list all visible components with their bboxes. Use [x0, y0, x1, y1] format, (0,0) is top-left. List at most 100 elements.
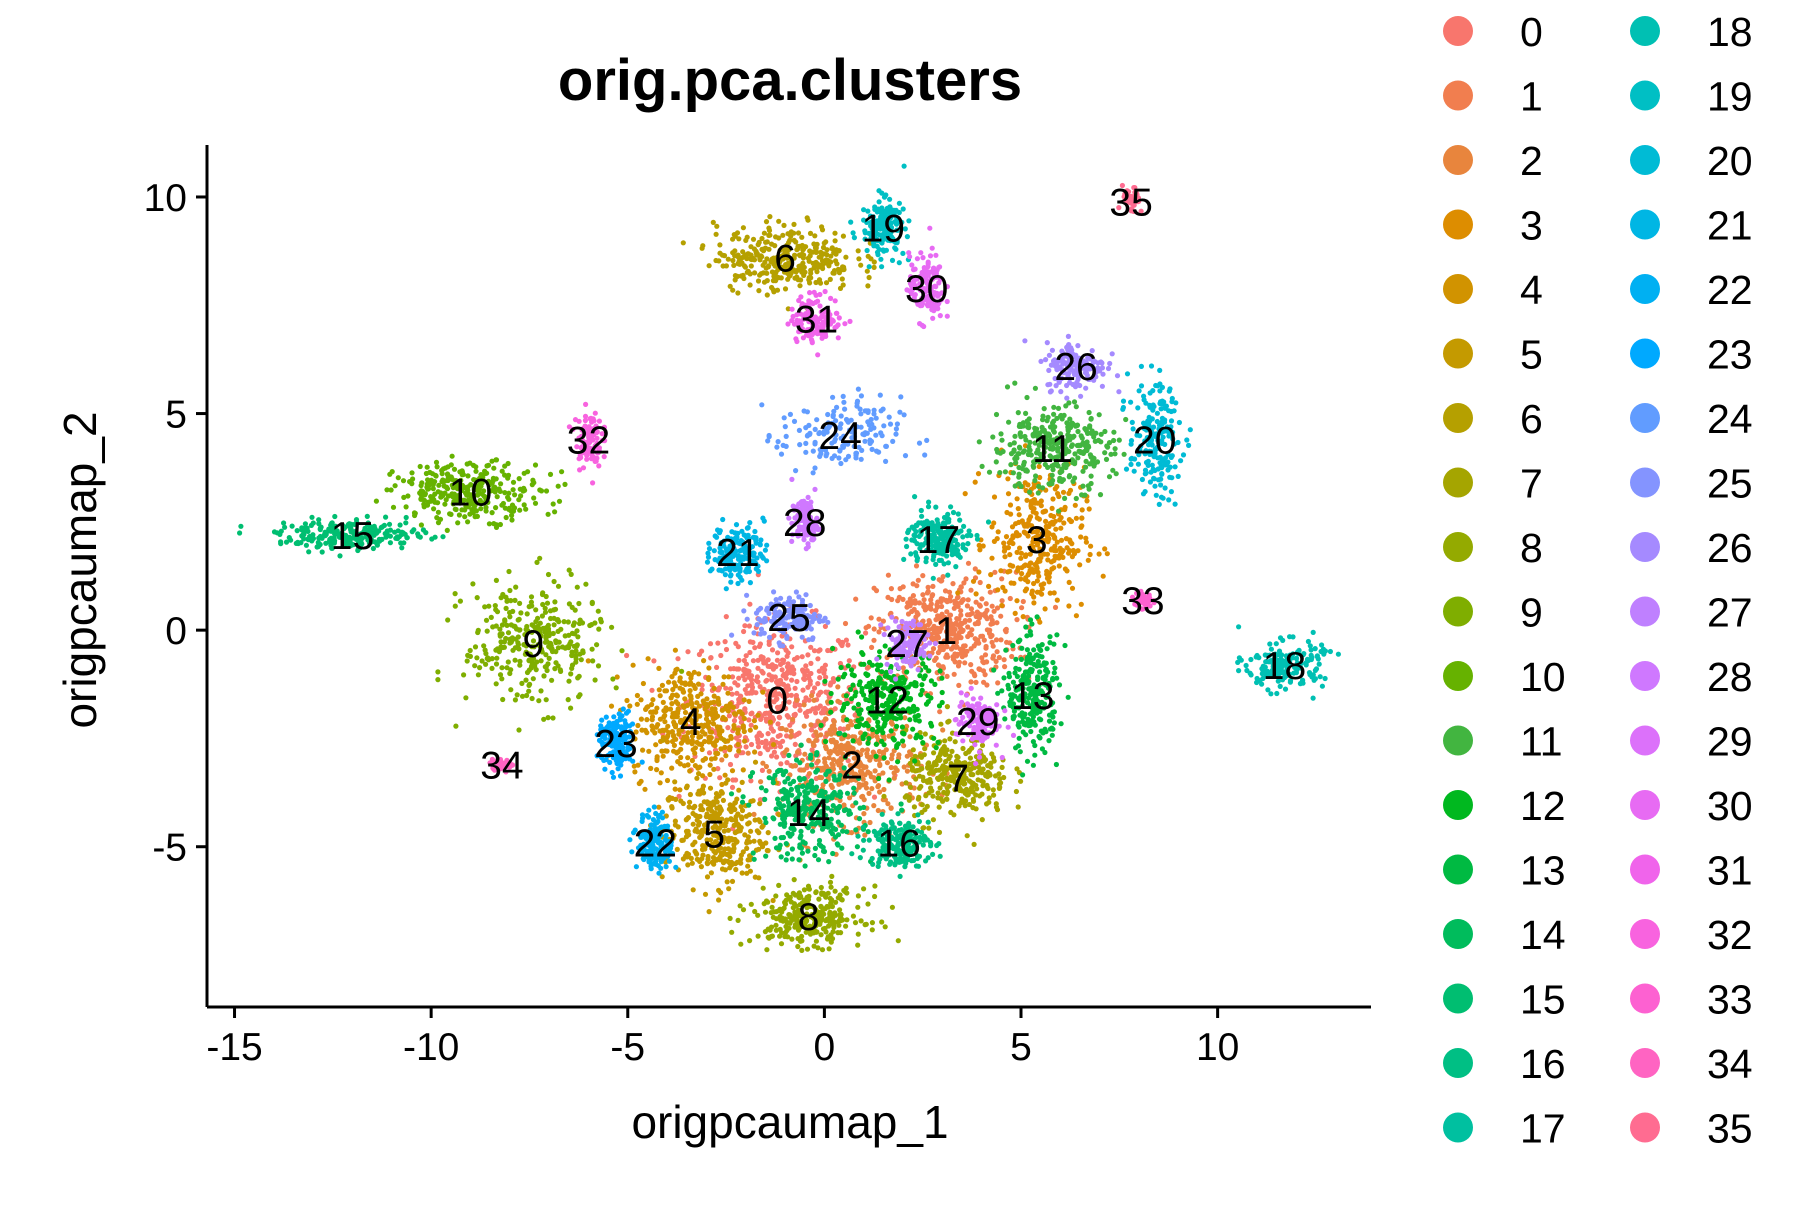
- point-cluster-10: [509, 512, 515, 519]
- point-cluster-7: [910, 747, 916, 753]
- point-cluster-1: [944, 673, 950, 680]
- point-cluster-1: [1019, 605, 1025, 611]
- point-cluster-4: [720, 681, 726, 687]
- point-cluster-8: [872, 893, 878, 900]
- point-cluster-9: [541, 673, 547, 679]
- point-cluster-14: [751, 856, 757, 862]
- point-cluster-1: [989, 603, 995, 609]
- point-cluster-4: [661, 708, 667, 714]
- point-cluster-3: [1053, 526, 1059, 532]
- point-cluster-1: [976, 611, 982, 617]
- point-cluster-2: [851, 755, 857, 761]
- point-cluster-7: [928, 785, 934, 791]
- point-cluster-2: [801, 702, 807, 708]
- point-cluster-13: [1031, 647, 1037, 653]
- point-cluster-1: [920, 592, 926, 598]
- point-cluster-4: [669, 674, 675, 680]
- point-cluster-2: [867, 757, 873, 763]
- point-cluster-2: [798, 767, 804, 773]
- point-cluster-10: [510, 479, 517, 485]
- point-cluster-2: [838, 746, 844, 752]
- point-cluster-12: [863, 671, 869, 677]
- point-cluster-10: [543, 488, 550, 494]
- point-cluster-7: [926, 825, 932, 831]
- point-cluster-13: [1029, 621, 1035, 627]
- point-cluster-6: [794, 274, 800, 280]
- point-cluster-0: [786, 699, 792, 705]
- point-cluster-1: [969, 668, 975, 674]
- point-cluster-0: [717, 775, 723, 781]
- point-cluster-3: [1051, 565, 1057, 571]
- point-cluster-9: [502, 617, 508, 623]
- point-cluster-6: [759, 254, 765, 260]
- point-cluster-11: [1071, 399, 1078, 405]
- point-cluster-10: [410, 476, 416, 482]
- point-cluster-3: [1030, 539, 1036, 545]
- point-cluster-9: [510, 608, 516, 615]
- point-cluster-12: [925, 693, 931, 699]
- point-cluster-0: [624, 652, 630, 659]
- point-cluster-5: [726, 835, 732, 841]
- point-cluster-3: [1059, 550, 1065, 556]
- point-cluster-6: [776, 218, 782, 224]
- point-cluster-11: [1091, 463, 1097, 469]
- point-cluster-0: [815, 681, 821, 687]
- point-cluster-9: [517, 600, 523, 607]
- point-cluster-7: [970, 781, 976, 787]
- point-cluster-0: [771, 749, 778, 755]
- point-cluster-10: [489, 458, 495, 464]
- point-cluster-10: [425, 477, 431, 483]
- point-cluster-0: [722, 748, 728, 754]
- point-cluster-4: [630, 662, 636, 668]
- point-cluster-4: [661, 727, 667, 734]
- point-cluster-1: [948, 621, 954, 627]
- point-cluster-6: [769, 241, 775, 247]
- point-cluster-12: [937, 668, 943, 674]
- point-cluster-4: [635, 722, 641, 729]
- point-cluster-13: [1003, 647, 1009, 653]
- point-cluster-2: [847, 762, 853, 769]
- point-cluster-4: [698, 691, 704, 697]
- point-cluster-3: [1086, 506, 1092, 512]
- point-cluster-4: [677, 787, 683, 793]
- point-cluster-0: [746, 717, 752, 723]
- point-cluster-4: [674, 666, 680, 672]
- point-cluster-14: [801, 776, 807, 782]
- point-cluster-4: [699, 746, 705, 753]
- point-cluster-9: [551, 622, 557, 628]
- point-cluster-0: [723, 646, 730, 653]
- point-cluster-10: [511, 492, 518, 498]
- point-cluster-9: [503, 605, 509, 612]
- point-cluster-1: [871, 585, 877, 591]
- point-cluster-3: [1066, 579, 1072, 586]
- point-cluster-2: [832, 747, 838, 753]
- point-cluster-1: [976, 615, 983, 621]
- point-cluster-5: [748, 828, 754, 834]
- point-cluster-8: [822, 925, 828, 932]
- point-cluster-0: [781, 700, 787, 706]
- point-cluster-1: [961, 580, 967, 586]
- point-cluster-11: [1051, 404, 1057, 410]
- point-cluster-11: [1088, 415, 1094, 422]
- point-cluster-10: [555, 483, 561, 489]
- point-cluster-2: [795, 749, 801, 755]
- point-cluster-1: [958, 612, 964, 618]
- point-cluster-2: [849, 830, 855, 836]
- point-cluster-3: [1088, 543, 1094, 549]
- point-cluster-5: [720, 797, 727, 804]
- point-cluster-8: [819, 947, 826, 953]
- point-cluster-8: [872, 883, 878, 889]
- point-cluster-4: [678, 727, 684, 733]
- point-cluster-12: [916, 718, 922, 724]
- point-cluster-4: [670, 692, 676, 698]
- point-cluster-4: [741, 715, 747, 722]
- point-cluster-3: [1021, 521, 1027, 527]
- point-cluster-14: [772, 835, 778, 842]
- point-cluster-4: [671, 680, 677, 686]
- point-cluster-1: [942, 588, 949, 594]
- point-cluster-0: [729, 784, 736, 791]
- point-cluster-13: [1005, 682, 1011, 689]
- point-cluster-6: [781, 222, 787, 228]
- point-cluster-0: [759, 767, 766, 774]
- point-cluster-4: [704, 702, 710, 708]
